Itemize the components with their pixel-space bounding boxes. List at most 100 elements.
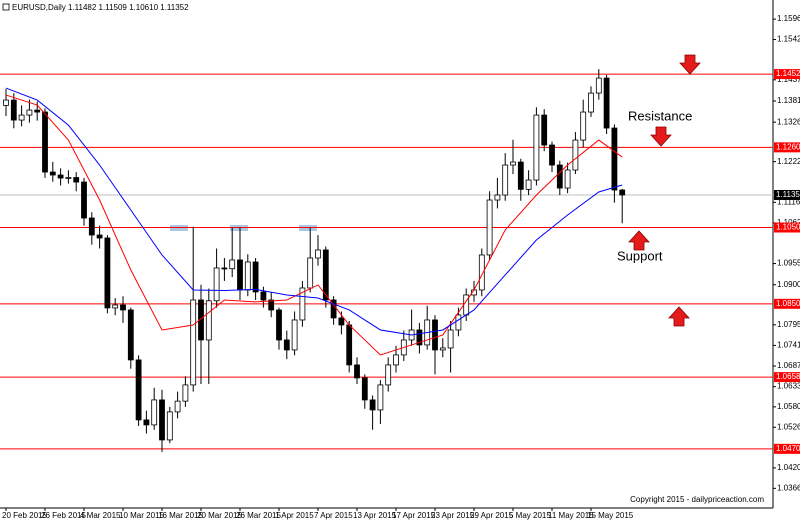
candle-body [252,261,259,293]
plot: 1.15960 1.15425 1.14370 1.13815 1.13260 1.122… [0,14,800,520]
level-label-box [774,69,800,80]
x-tick-label: 4 Mar 2015 [80,511,121,520]
y-tick-label: 1.13815 [777,96,800,105]
last-price-label: 1.11352 [776,190,800,199]
x-tick-label: 20 Feb 2015 [2,511,47,520]
candle-body [143,419,150,426]
y-tick-label: 1.06330 [777,382,800,391]
candle-body [556,164,563,189]
candle-body [10,99,17,121]
candle-body [96,234,103,239]
candle-body [244,261,251,291]
candle-body [42,111,48,173]
y-tick-label: 1.11160 [777,197,800,206]
x-tick-label: 10 Mar 2015 [119,511,164,520]
x-tick-label: 5 May 2015 [509,511,551,520]
candle-body [81,181,87,219]
annotation: Resistance [628,108,692,123]
candle-body [198,299,204,341]
candle-body [260,291,267,301]
x-tick-label: 23 Apr 2015 [431,511,475,520]
arrow-up [668,306,690,327]
copyright: Copyright 2015 - dailypriceaction.com [630,495,764,504]
candle-body [455,314,462,331]
level-label-box [774,372,800,383]
candle-body [291,319,298,351]
candle-body [322,249,329,301]
candle-body [190,299,197,386]
moving-average [5,87,623,336]
highlight-box [299,225,317,231]
candle-body [478,254,485,291]
level-label: 1.08500 [776,299,800,308]
candle-body [338,317,345,326]
candle-body [369,399,376,411]
candle-body [517,161,524,190]
candle-body [393,354,399,366]
title-icon [2,3,10,11]
level-label-box [774,142,800,153]
level-label-box [774,222,800,233]
level-label: 1.12600 [776,142,800,151]
candle-body [432,319,438,351]
candle-body [182,384,189,402]
candle-body [549,144,555,166]
candle-body [611,127,618,191]
candle-body [120,304,126,311]
candle-body [65,177,72,179]
y-tick-label: 1.06870 [777,361,800,370]
candle-body [151,399,158,426]
chart-title: EURUSD,Daily 1.11482 1.11509 1.10610 1.1… [12,3,189,12]
x-tick-label: 15 May 2015 [587,511,634,520]
candle-body [361,377,368,401]
y-tick-label: 1.04200 [777,463,800,472]
candle-body [595,77,602,94]
candle-body [572,139,579,171]
moving-average [5,94,623,356]
candle-body [221,267,228,270]
arrow-down [679,54,701,75]
candle-body [174,400,181,413]
candle-body [3,99,9,106]
candle-body [18,114,25,121]
annotation: Support [617,248,663,263]
candle-body [541,114,548,146]
candle-body [447,329,454,349]
candle-body [127,309,134,361]
x-tick-label: 1 Apr 2015 [275,511,314,520]
candle-body [494,194,501,201]
x-tick-label: 7 Apr 2015 [314,511,353,520]
candle-body [135,359,142,421]
y-tick-label: 1.07950 [777,320,800,329]
level-label: 1.06580 [776,372,800,381]
level-label-box [774,298,800,309]
y-tick-label: 1.14370 [777,75,800,84]
arrow-up [628,230,650,251]
arrows [628,54,701,327]
candle-body [510,161,516,166]
candle-body [315,249,321,259]
candle-body [73,177,80,183]
candle-body [588,92,594,113]
candle-body [603,77,610,129]
candle-body [299,287,306,321]
x-tick-label: 26 Feb 2015 [41,511,86,520]
candle-body [502,164,509,196]
candle-body [213,267,220,302]
level-label-box [774,443,800,454]
candle-body [34,109,41,113]
candle-body [580,111,587,141]
candle-body [354,364,360,379]
level-label: 1.04700 [776,444,800,453]
y-tick-label: 1.09000 [777,280,800,289]
y-tick-label: 1.15425 [777,35,800,44]
x-tick-label: 16 Mar 2015 [158,511,203,520]
x-tick-label: 29 Apr 2015 [470,511,514,520]
candle-body [88,217,95,236]
candle-body [159,399,165,441]
candle-body [237,259,243,291]
y-tick-label: 1.15960 [777,14,800,23]
candle-body [619,189,626,196]
